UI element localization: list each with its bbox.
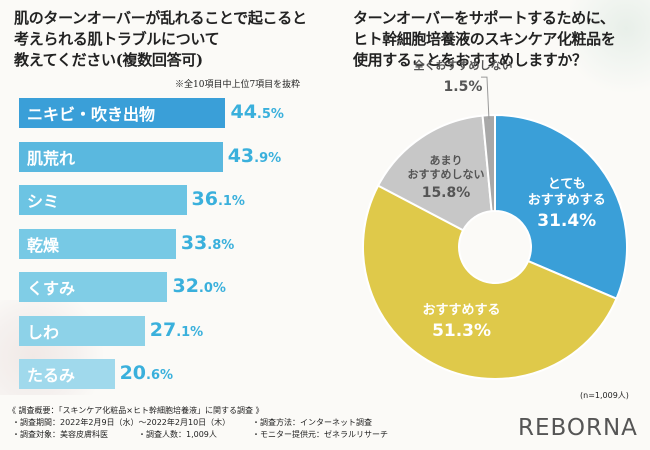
bar-value-label: 43.9% (228, 145, 281, 167)
bar-chart-title: 肌のターンオーバーが乱れることで起こると 考えられる肌トラブルについて 教えてく… (14, 8, 334, 71)
bar-value-decimal: .9% (254, 150, 282, 166)
bar-value-integer: 33 (180, 231, 208, 254)
pie-slice-label: おすすめしない (407, 168, 484, 181)
bar-value-decimal: .8% (207, 237, 235, 253)
bar-value-label: 27.1% (150, 319, 203, 341)
pie-slice-value: 1.5% (444, 79, 483, 95)
bar-category-label: たるみ (27, 366, 76, 385)
bar-category-label: しわ (27, 322, 60, 342)
bar (19, 141, 223, 172)
bar-title-line-3: 教えてください(複数回答可) (14, 51, 203, 69)
bar-value-decimal: .6% (146, 368, 174, 383)
survey-target: ・調査対象：美容皮膚科医 (12, 430, 108, 439)
pie-chart: とてもおすすめする31.4%おすすめする51.3%あまりおすすめしない15.8%… (362, 58, 628, 380)
bar-value-decimal: .0% (198, 281, 226, 296)
pie-leader-line (480, 76, 490, 120)
bar-value-label: 32.0% (172, 275, 225, 297)
survey-provider: ・モニター提供元：ゼネラルリサーチ (252, 430, 388, 439)
bar-row: 乾燥 33.8% (19, 228, 234, 259)
pie-slice (494, 113, 628, 300)
bar (19, 98, 226, 128)
bar-value-integer: 43 (227, 144, 255, 167)
bar-value-integer: 36 (191, 188, 218, 210)
bar-row: くすみ 32.0% (19, 272, 226, 302)
pie-title-line-1: ターンオーバーをサポートするために、 (353, 9, 615, 27)
bar-value-decimal: .1% (217, 194, 245, 209)
pie-slice (376, 114, 493, 232)
bar-value-decimal: .1% (176, 324, 204, 340)
bar (19, 185, 187, 215)
bar-value-label: 20.6% (120, 362, 173, 384)
survey-heading: 《 調査概要：「スキンケア化粧品×ヒト幹細胞培養液」に関する調査 》 (8, 406, 264, 415)
bar-value-label: 33.8% (181, 232, 234, 254)
survey-period: ・調査期間：2022年2月9日（水）～2022年2月10日（木） (12, 418, 231, 427)
bar-chart-note: ※全10項目中上位7項目を抜粋 (175, 80, 301, 90)
bar (19, 272, 168, 302)
pie-title-line-3: 使用することをおすすめしますか？ (353, 51, 587, 69)
pie-slice-value: 51.3% (432, 321, 491, 341)
bar (19, 315, 145, 346)
sample-size-note: (n=1,009人) (580, 391, 629, 400)
brand-logo: REBORNA (518, 415, 638, 441)
pie-slice-label: 全くおすすめしない (412, 58, 512, 72)
bar-row: しわ 27.1% (19, 315, 203, 346)
pie-slice-label: おすすめする (423, 303, 501, 318)
bar-category-label: 肌荒れ (27, 148, 76, 168)
bar (19, 359, 115, 389)
bar-value-integer: 44 (230, 101, 257, 123)
bar-title-line-2: 考えられる肌トラブルについて (14, 30, 220, 48)
survey-count: ・調査人数：1,009人 (138, 430, 217, 439)
bar-value-label: 44.5% (230, 101, 283, 123)
bar-value-integer: 32 (172, 275, 199, 297)
pie-chart-title: ターンオーバーをサポートするために、 ヒト幹細胞培養液のスキンケア化粧品を 使用… (353, 8, 643, 71)
bar-title-line-1: 肌のターンオーバーが乱れることで起こると (14, 9, 307, 27)
bar-value-decimal: .5% (256, 107, 284, 122)
bar-value-label: 36.1% (192, 188, 245, 210)
bar-row: 肌荒れ 43.9% (19, 141, 281, 172)
bar-category-label: シミ (27, 192, 60, 211)
pie-slice (362, 184, 618, 380)
bar-category-label: 乾燥 (27, 235, 60, 255)
bar-value-integer: 20 (119, 362, 147, 384)
bar-row: たるみ 20.6% (19, 359, 173, 389)
bar-value-integer: 27 (149, 318, 177, 341)
pie-slice-value: 31.4% (537, 211, 596, 231)
pie-slice-value: 15.8% (422, 185, 471, 201)
bar-row: シミ 36.1% (19, 185, 245, 215)
pie-slice (481, 113, 496, 213)
bar-row: ニキビ・吹き出物 44.5% (19, 98, 284, 128)
corner-decoration-top-right (570, 0, 650, 95)
pie-title-line-2: ヒト幹細胞培養液のスキンケア化粧品を (353, 30, 616, 48)
pie-slice-label: あまり (429, 154, 462, 167)
bar (19, 228, 176, 259)
bar-category-label: ニキビ・吹き出物 (27, 105, 156, 124)
pie-slice-label: とても (548, 177, 586, 192)
bar-category-label: くすみ (27, 279, 76, 298)
pie-slice-label: おすすめする (528, 193, 606, 208)
survey-method: ・調査方法：インターネット調査 (252, 418, 372, 427)
